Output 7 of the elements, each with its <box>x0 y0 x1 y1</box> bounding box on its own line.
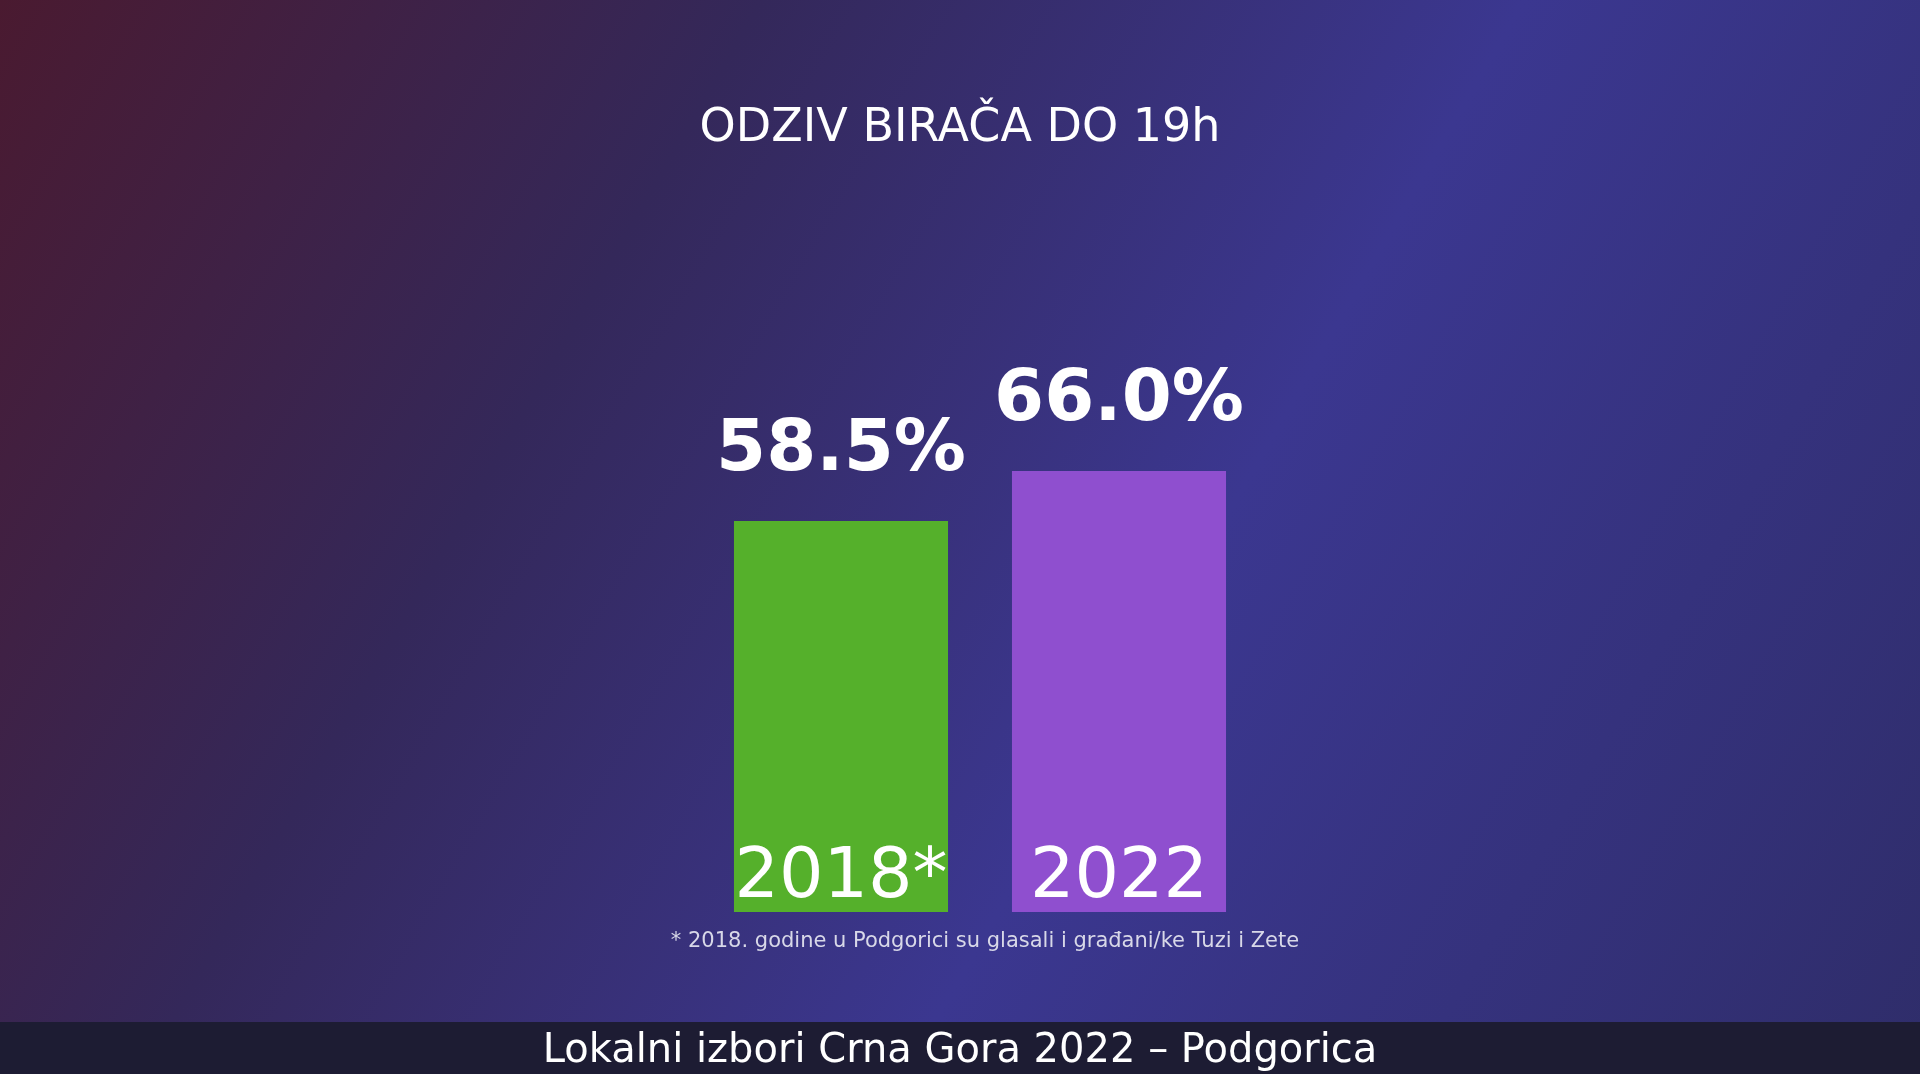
text: Lokalni izbori Crna Gora 2022 – Podgorica <box>0 1022 1920 1074</box>
x-tick-label: 2018* <box>734 832 948 914</box>
data-label: 66.0% <box>994 353 1244 437</box>
chart-title: ODZIV BIRAČA DO 19h <box>698 98 1222 152</box>
data-label: 58.5% <box>716 403 966 488</box>
x-tick-label: 2022 <box>1029 832 1209 914</box>
text: * 2018. godine u Podgorici su glasali i građani/ke Tuzi i Zete <box>669 928 1301 952</box>
